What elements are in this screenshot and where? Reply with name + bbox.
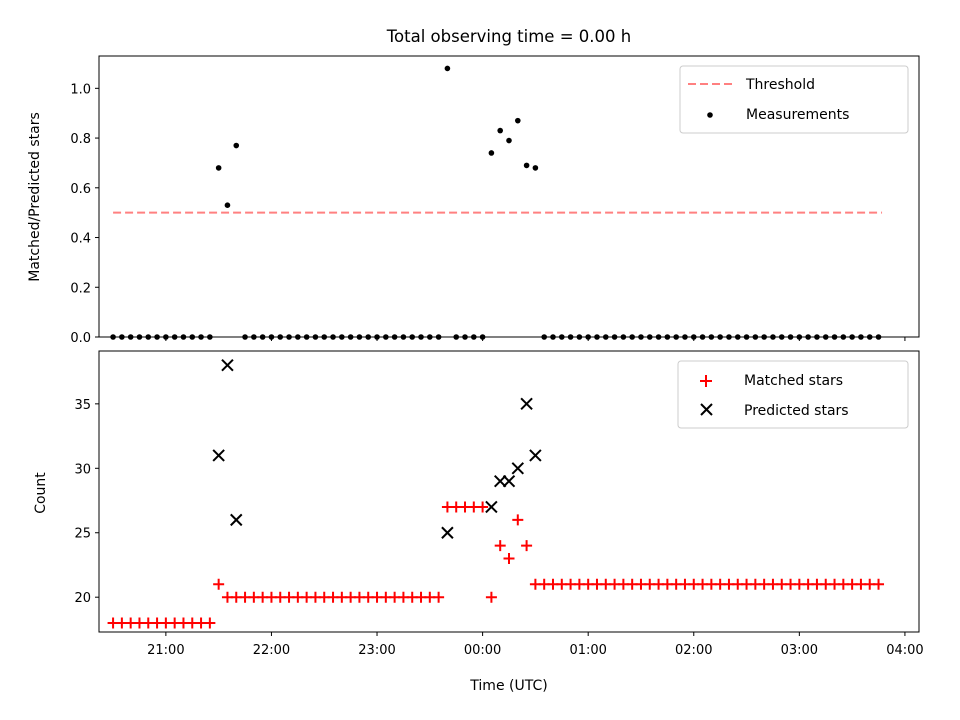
bottom-panel: Count Time (UTC) 20 25 30 35 21:00 22:00 23:00…	[33, 350, 924, 694]
bottom-legend: Matched stars Predicted stars	[677, 360, 909, 429]
matched-star-point	[213, 578, 225, 590]
measurement-point	[215, 165, 222, 171]
measurement-point	[523, 162, 530, 169]
predicted-star-point	[212, 449, 225, 462]
chart-title: Total observing time = 0.00 h	[386, 27, 631, 46]
threshold-legend-label: Threshold	[745, 77, 815, 93]
measurements-legend-swatch	[707, 112, 713, 118]
top-axis-ticks: 0.0 0.2 0.4 0.6 0.8 1.0	[70, 82, 906, 346]
predicted-star-point	[485, 500, 498, 514]
y-tick-label: 25	[74, 527, 91, 542]
bottom-plot-frame	[98, 350, 920, 633]
matched-star-point	[512, 514, 524, 526]
matched-star-point	[485, 591, 497, 603]
measurement-point	[497, 127, 504, 134]
measurement-point	[233, 142, 240, 149]
top-y-axis-label: Matched/Predicted stars	[27, 112, 43, 282]
y-tick-label: 35	[74, 398, 91, 413]
x-tick-label: 03:00	[781, 643, 818, 658]
measurements-legend-label: Measurements	[746, 107, 849, 123]
measurement-point	[224, 202, 231, 209]
x-tick-label: 01:00	[569, 643, 606, 658]
y-tick-label: 1.0	[70, 82, 91, 97]
top-legend: Threshold Measurements	[679, 65, 909, 134]
top-plot-frame	[98, 55, 920, 338]
predicted-star-point	[502, 474, 516, 488]
predicted-star-point	[520, 397, 533, 411]
matched-star-point	[477, 501, 489, 513]
matched-star-point	[521, 540, 533, 552]
x-tick-label: 22:00	[253, 643, 290, 658]
measurement-point	[514, 117, 521, 124]
matched-star-point	[433, 591, 445, 603]
bottom-axis-ticks: 20 25 30 35 21:00 22:00 23:00 00:00 01:00 02:00 03…	[74, 398, 923, 658]
measurement-point	[532, 165, 539, 171]
predicted-stars-legend-label: Predicted stars	[744, 403, 849, 419]
top-panel: Total observing time = 0.00 h Matched/Pr…	[27, 27, 920, 346]
predicted-stars-legend-swatch	[700, 403, 713, 416]
x-tick-label: 21:00	[147, 643, 184, 658]
predicted-star-point	[511, 462, 525, 475]
y-tick-label: 0.2	[70, 281, 91, 296]
matched-stars-legend-label: Matched stars	[744, 373, 843, 389]
measurement-point	[506, 137, 512, 144]
y-tick-label: 0.4	[70, 232, 91, 247]
y-tick-label: 0.8	[70, 132, 91, 147]
matched-star-point	[503, 553, 515, 565]
predicted-star-point	[221, 358, 234, 372]
x-tick-label: 23:00	[358, 643, 395, 658]
x-axis-label: Time (UTC)	[469, 678, 547, 694]
matched-stars-legend-swatch	[700, 375, 712, 387]
predicted-star-point	[441, 526, 454, 539]
top-legend-box	[679, 65, 909, 134]
measurement-point	[444, 65, 451, 72]
predicted-star-point	[493, 474, 507, 488]
measurement-point	[488, 150, 495, 156]
y-tick-label: 0.6	[70, 182, 91, 197]
bottom-plot-marks	[107, 358, 885, 629]
y-tick-label: 30	[74, 462, 91, 477]
x-tick-label: 02:00	[675, 643, 712, 658]
matched-star-point	[494, 540, 506, 552]
y-tick-label: 20	[74, 591, 91, 606]
matched-star-point	[204, 617, 216, 629]
matched-star-point	[873, 578, 885, 590]
bottom-y-axis-label: Count	[33, 472, 49, 514]
x-tick-label: 00:00	[464, 643, 501, 658]
bottom-legend-box	[677, 360, 909, 429]
y-tick-label: 0.0	[70, 331, 91, 346]
predicted-star-point	[230, 513, 243, 527]
predicted-star-point	[529, 449, 542, 462]
x-tick-label: 04:00	[886, 643, 923, 658]
